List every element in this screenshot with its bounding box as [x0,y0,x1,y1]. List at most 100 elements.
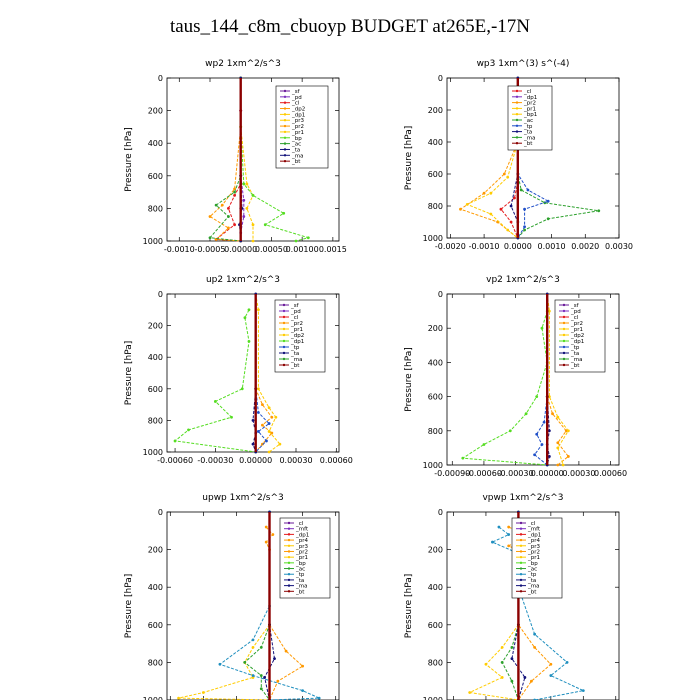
y-tick-label: 400 [148,353,163,362]
series-point [546,217,550,221]
y-tick-label: 600 [428,621,443,630]
series-point [529,679,533,683]
y-tick-label: 800 [428,427,443,436]
series-point [259,687,263,691]
legend-label: _pr2 [290,321,303,327]
y-tick-label: 0 [438,290,443,299]
series-point [306,236,310,240]
series-line [265,526,304,700]
legend-label: _tp [290,345,300,351]
legend-label: _tp [570,345,580,351]
series-line [218,512,320,700]
y-tick-label: 800 [148,416,163,425]
legend-label: _dp2 [570,333,584,339]
x-tick-label: -0.00060 [466,469,502,478]
legend-label: _ta [527,578,536,584]
series-point [271,533,275,536]
x-tick-label: 0.00030 [279,456,312,465]
x-tick-label: 0.00030 [562,469,595,478]
series-point [243,316,247,320]
series-point [561,463,565,467]
y-tick-label: 600 [148,621,163,630]
x-tick-label: -0.00060 [157,456,193,465]
legend-marker [287,538,291,542]
x-tick-label: 0.00050 [255,245,288,254]
legend-label: _cl [295,521,304,527]
y-tick-label: 0 [158,290,163,299]
legend-label: _bp [291,136,302,142]
series-point [508,429,512,433]
panel-title: vpwp 1xm^2/s^3 [482,493,563,503]
series-point [523,228,526,232]
series-point [564,429,568,433]
series-point [233,190,236,194]
y-tick-label: 200 [428,324,443,333]
panel-title: wp3 1xm^(3) s^(-4) [477,59,570,69]
x-tick-label: -0.00030 [197,456,233,465]
legend-marker [282,303,286,307]
chart-panel-5: upwp 1xm^2/s^3 Pressure [hPa] 0 200 400 600 80… [124,493,340,700]
legend: _cl_mft_dp1_pr4_pr3_pr2_pr1_bp_ac_tp_ta_… [279,517,331,599]
legend-label: _ta [290,351,299,357]
legend-label: _bp1 [523,112,537,118]
legend-label: _pr1 [290,327,303,333]
x-tick-label: 0.00000 [531,469,564,478]
series-point [227,215,230,218]
series-point [556,463,560,467]
legend-label: _ta [523,130,532,136]
series-point [256,411,260,414]
legend-label: _pr2 [527,549,540,555]
legend-marker [515,89,519,93]
series-point [264,540,268,544]
legend-marker [562,309,566,313]
legend-label: _ma [295,584,307,590]
legend-label: _bp [295,561,306,567]
series-point [507,525,511,529]
series-point [459,207,462,211]
series-line [209,78,242,242]
panel-title: up2 1xm^2/s^3 [206,275,280,285]
series-point [547,429,551,433]
legend-label: _dp1 [290,339,304,345]
legend-marker [282,363,286,367]
series-line [255,294,270,453]
legend-marker [519,573,523,576]
y-tick-label: 0 [158,74,163,83]
plot-frame [166,293,340,453]
series-point [208,236,212,240]
series-point [242,215,246,218]
legend-label: _bp [527,561,538,567]
chart-panel-4: vp2 1xm^2/s^3 Pressure [hPa] 0 200 400 600 800… [404,275,627,478]
legend-label: _pr2 [570,321,583,327]
legend-label: _bt [290,363,300,369]
legend-marker [282,345,286,349]
legend-marker [287,544,291,547]
legend-label: _ta [291,147,300,153]
legend-label: _pr3 [527,544,541,550]
series-point [507,533,511,536]
series-point [233,223,236,227]
x-tick-label: 0.00060 [320,456,353,465]
series-point [465,203,469,206]
legend-label: _pr4 [295,538,309,544]
legend-label: _bt [295,589,305,595]
chart-panel-3: up2 1xm^2/s^3 Pressure [hPa] 0 200 400 600 800… [124,275,353,465]
series-point [519,188,523,192]
legend-marker [519,578,523,582]
legend-marker [562,357,566,361]
x-tick-label: 0.0010 [538,242,566,251]
series-line [501,512,519,700]
legend-marker [283,154,287,157]
legend-marker [287,533,291,536]
y-axis-label: Pressure [hPa] [404,347,414,412]
series-point [261,423,264,427]
series-point [523,676,527,679]
series-point [597,209,601,213]
series-point [218,662,222,666]
legend-label: _pr1 [523,106,536,112]
series-line [173,309,256,453]
x-tick-label: -0.00090 [434,469,470,478]
legend-marker [287,573,291,576]
legend-label: _sf [291,89,301,95]
